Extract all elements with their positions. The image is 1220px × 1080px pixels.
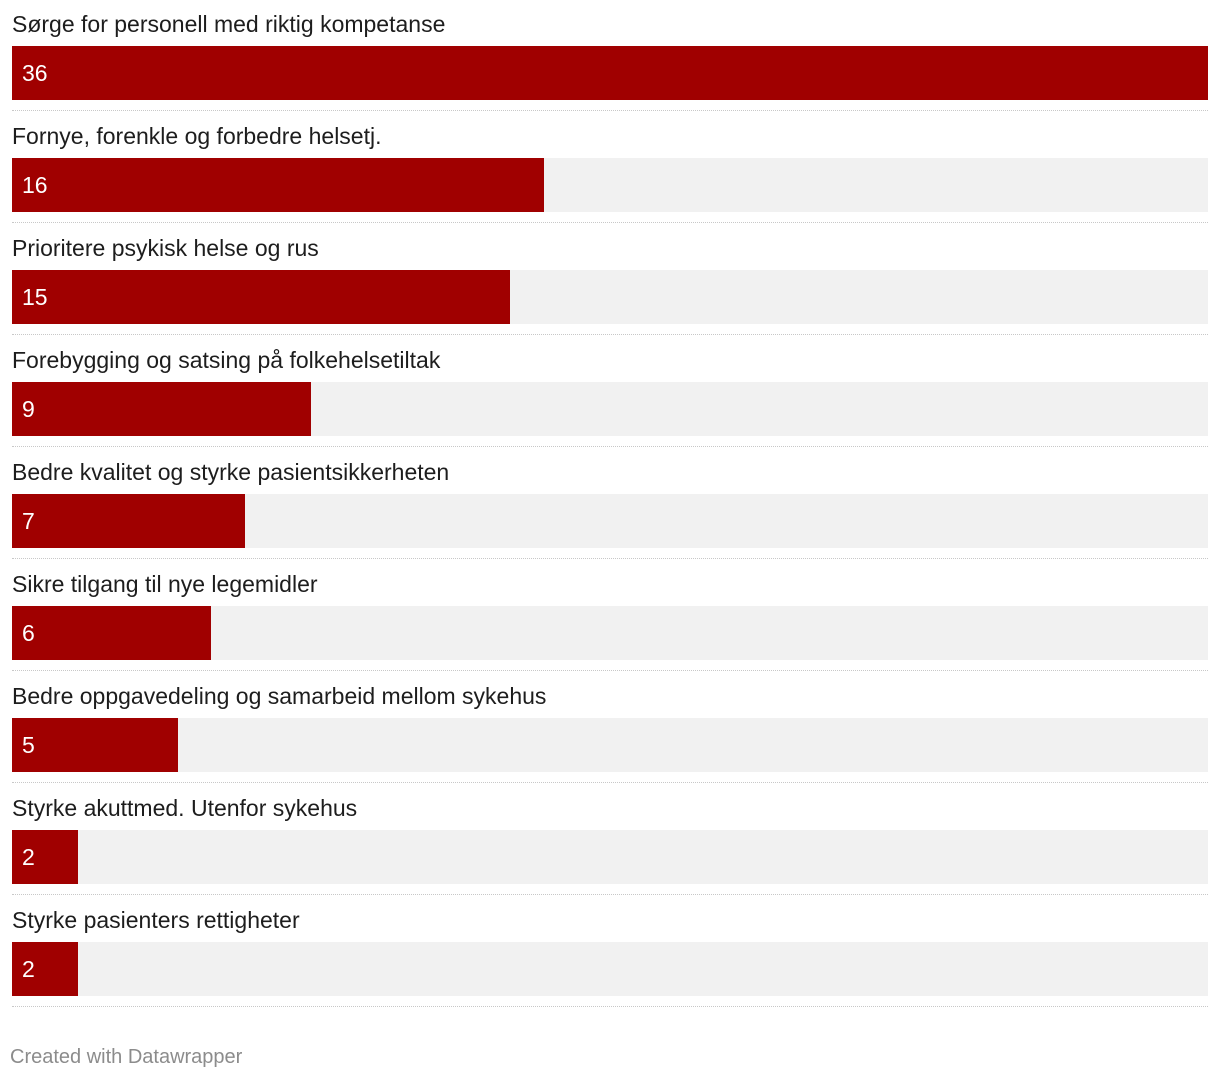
bar-value-label: 16 — [22, 172, 48, 198]
category-label: Styrke akuttmed. Utenfor sykehus — [12, 795, 358, 821]
category-label: Sikre tilgang til nye legemidler — [12, 571, 318, 597]
bar-value-label: 5 — [22, 732, 35, 758]
bar-row: Prioritere psykisk helse og rus 15 — [12, 224, 1208, 336]
bar-track: 16 — [12, 158, 1208, 212]
bar-row: Styrke akuttmed. Utenfor sykehus 2 — [12, 784, 1208, 896]
row-divider — [12, 334, 1208, 335]
credit-footer[interactable]: Created with Datawrapper — [10, 1046, 243, 1068]
row-divider — [12, 446, 1208, 447]
category-label: Styrke pasienters rettigheter — [12, 907, 300, 933]
bar-value-label: 7 — [22, 508, 35, 534]
bar-track: 36 — [12, 46, 1208, 100]
bar-row: Bedre oppgavedeling og samarbeid mellom … — [12, 672, 1208, 784]
bar — [12, 942, 78, 996]
bar-track: 5 — [12, 718, 1208, 772]
category-label: Sørge for personell med riktig kompetans… — [12, 11, 446, 37]
category-label: Bedre oppgavedeling og samarbeid mellom … — [12, 683, 547, 709]
row-divider — [12, 558, 1208, 559]
category-label: Bedre kvalitet og styrke pasientsikkerhe… — [12, 459, 450, 485]
bar-track: 2 — [12, 830, 1208, 884]
category-label: Fornye, forenkle og forbedre helsetj. — [12, 123, 382, 149]
bar-row: Sørge for personell med riktig kompetans… — [12, 0, 1208, 112]
bar-track: 2 — [12, 942, 1208, 996]
row-divider — [12, 110, 1208, 111]
bar — [12, 158, 544, 212]
row-divider — [12, 894, 1208, 895]
bar-track: 9 — [12, 382, 1208, 436]
bar — [12, 718, 178, 772]
bar-track: 6 — [12, 606, 1208, 660]
bar-track: 7 — [12, 494, 1208, 548]
row-divider — [12, 782, 1208, 783]
bar — [12, 494, 245, 548]
bar — [12, 46, 1208, 100]
bar-value-label: 2 — [22, 844, 35, 870]
bar-row: Bedre kvalitet og styrke pasientsikkerhe… — [12, 448, 1208, 560]
category-label: Forebygging og satsing på folkehelsetilt… — [12, 347, 441, 373]
bar-track: 15 — [12, 270, 1208, 324]
category-label: Prioritere psykisk helse og rus — [12, 235, 319, 261]
bar-row: Fornye, forenkle og forbedre helsetj. 16 — [12, 112, 1208, 224]
bar-value-label: 2 — [22, 956, 35, 982]
row-divider — [12, 222, 1208, 223]
bar — [12, 382, 311, 436]
bar-value-label: 36 — [22, 60, 48, 86]
bar-value-label: 9 — [22, 396, 35, 422]
row-divider — [12, 670, 1208, 671]
bar — [12, 830, 78, 884]
bar-value-label: 15 — [22, 284, 48, 310]
bar-row: Sikre tilgang til nye legemidler 6 — [12, 560, 1208, 672]
bar — [12, 606, 211, 660]
bar-row: Styrke pasienters rettigheter 2 — [12, 896, 1208, 1008]
bar-row: Forebygging og satsing på folkehelsetilt… — [12, 336, 1208, 448]
bar — [12, 270, 510, 324]
row-divider — [12, 1006, 1208, 1007]
bar-value-label: 6 — [22, 620, 35, 646]
